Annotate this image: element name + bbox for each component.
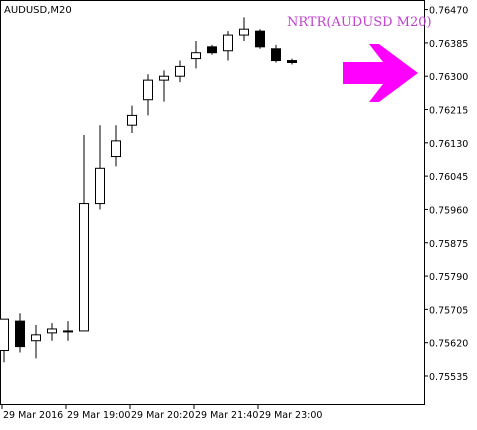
candle-body-bull <box>127 114 137 126</box>
candle <box>31 325 41 359</box>
candle-body-bull <box>95 167 105 205</box>
candle-body-bear <box>287 60 297 64</box>
y-tick-label: 0.76470 <box>429 6 468 17</box>
x-tick-label: 29 Mar 20:20 <box>131 410 194 421</box>
candle-body-bull <box>223 34 233 52</box>
candle-body-bear <box>207 46 217 54</box>
x-tick-label: 29 Mar 23:00 <box>259 410 322 421</box>
candle <box>0 318 9 363</box>
candle-body-bull <box>111 140 121 158</box>
candle <box>287 58 297 65</box>
y-tick-label: 0.75705 <box>429 305 468 316</box>
candle <box>271 44 281 63</box>
candle-body-bull <box>191 52 201 60</box>
candle-body-bull <box>47 328 57 334</box>
right-arrow-icon <box>343 44 418 102</box>
candle-body-bull <box>63 330 73 333</box>
candle <box>159 70 169 102</box>
y-tick-label: 0.75535 <box>429 372 468 383</box>
x-tick-label: 29 Mar 2016 <box>3 410 63 421</box>
candle <box>79 134 89 332</box>
candle <box>111 125 121 167</box>
candle <box>15 313 25 353</box>
candle-body-bull <box>159 75 169 81</box>
candle-body-bull <box>0 318 9 352</box>
y-tick-label: 0.76215 <box>429 106 468 117</box>
candle-body-bull <box>239 28 249 36</box>
candle <box>63 321 73 341</box>
symbol-label: AUDUSD,M20 <box>4 5 72 16</box>
candle-body-bull <box>175 65 185 77</box>
candle-body-bull <box>31 334 41 342</box>
candle <box>175 60 185 83</box>
y-tick-label: 0.75960 <box>429 205 468 216</box>
y-tick-label: 0.75875 <box>429 239 468 250</box>
candle <box>143 74 153 116</box>
plot-frame <box>0 0 425 405</box>
x-tick-label: 29 Mar 19:00 <box>67 410 130 421</box>
candle <box>255 29 265 49</box>
candle <box>127 105 137 134</box>
y-tick-label: 0.76300 <box>429 72 468 83</box>
candle-body-bull <box>79 203 89 332</box>
candle <box>95 125 105 210</box>
y-tick-label: 0.75620 <box>429 339 468 350</box>
candle-body-bear <box>15 320 25 348</box>
candle-body-bear <box>271 48 281 62</box>
candle <box>47 323 57 341</box>
candle <box>191 40 201 69</box>
candle-body-bear <box>255 30 265 48</box>
candle <box>207 44 217 55</box>
y-tick-label: 0.76385 <box>429 39 468 50</box>
x-axis: 29 Mar 2016 29 Mar 19:00 29 Mar 20:20 29 Ma… <box>1 404 322 421</box>
candle <box>239 17 249 41</box>
y-tick-label: 0.76045 <box>429 172 468 183</box>
y-tick-label: 0.76130 <box>429 139 468 150</box>
x-tick-label: 29 Mar 21:40 <box>195 410 258 421</box>
candles-layer <box>0 17 297 363</box>
candle <box>223 31 233 61</box>
indicator-annotation: NRTR(AUDUSD M20) <box>287 15 432 30</box>
y-tick-label: 0.75790 <box>429 272 468 283</box>
y-axis: 0.76470 0.76385 0.76300 0.76215 0.76130 0.760… <box>424 6 468 383</box>
candle-body-bull <box>143 79 153 101</box>
